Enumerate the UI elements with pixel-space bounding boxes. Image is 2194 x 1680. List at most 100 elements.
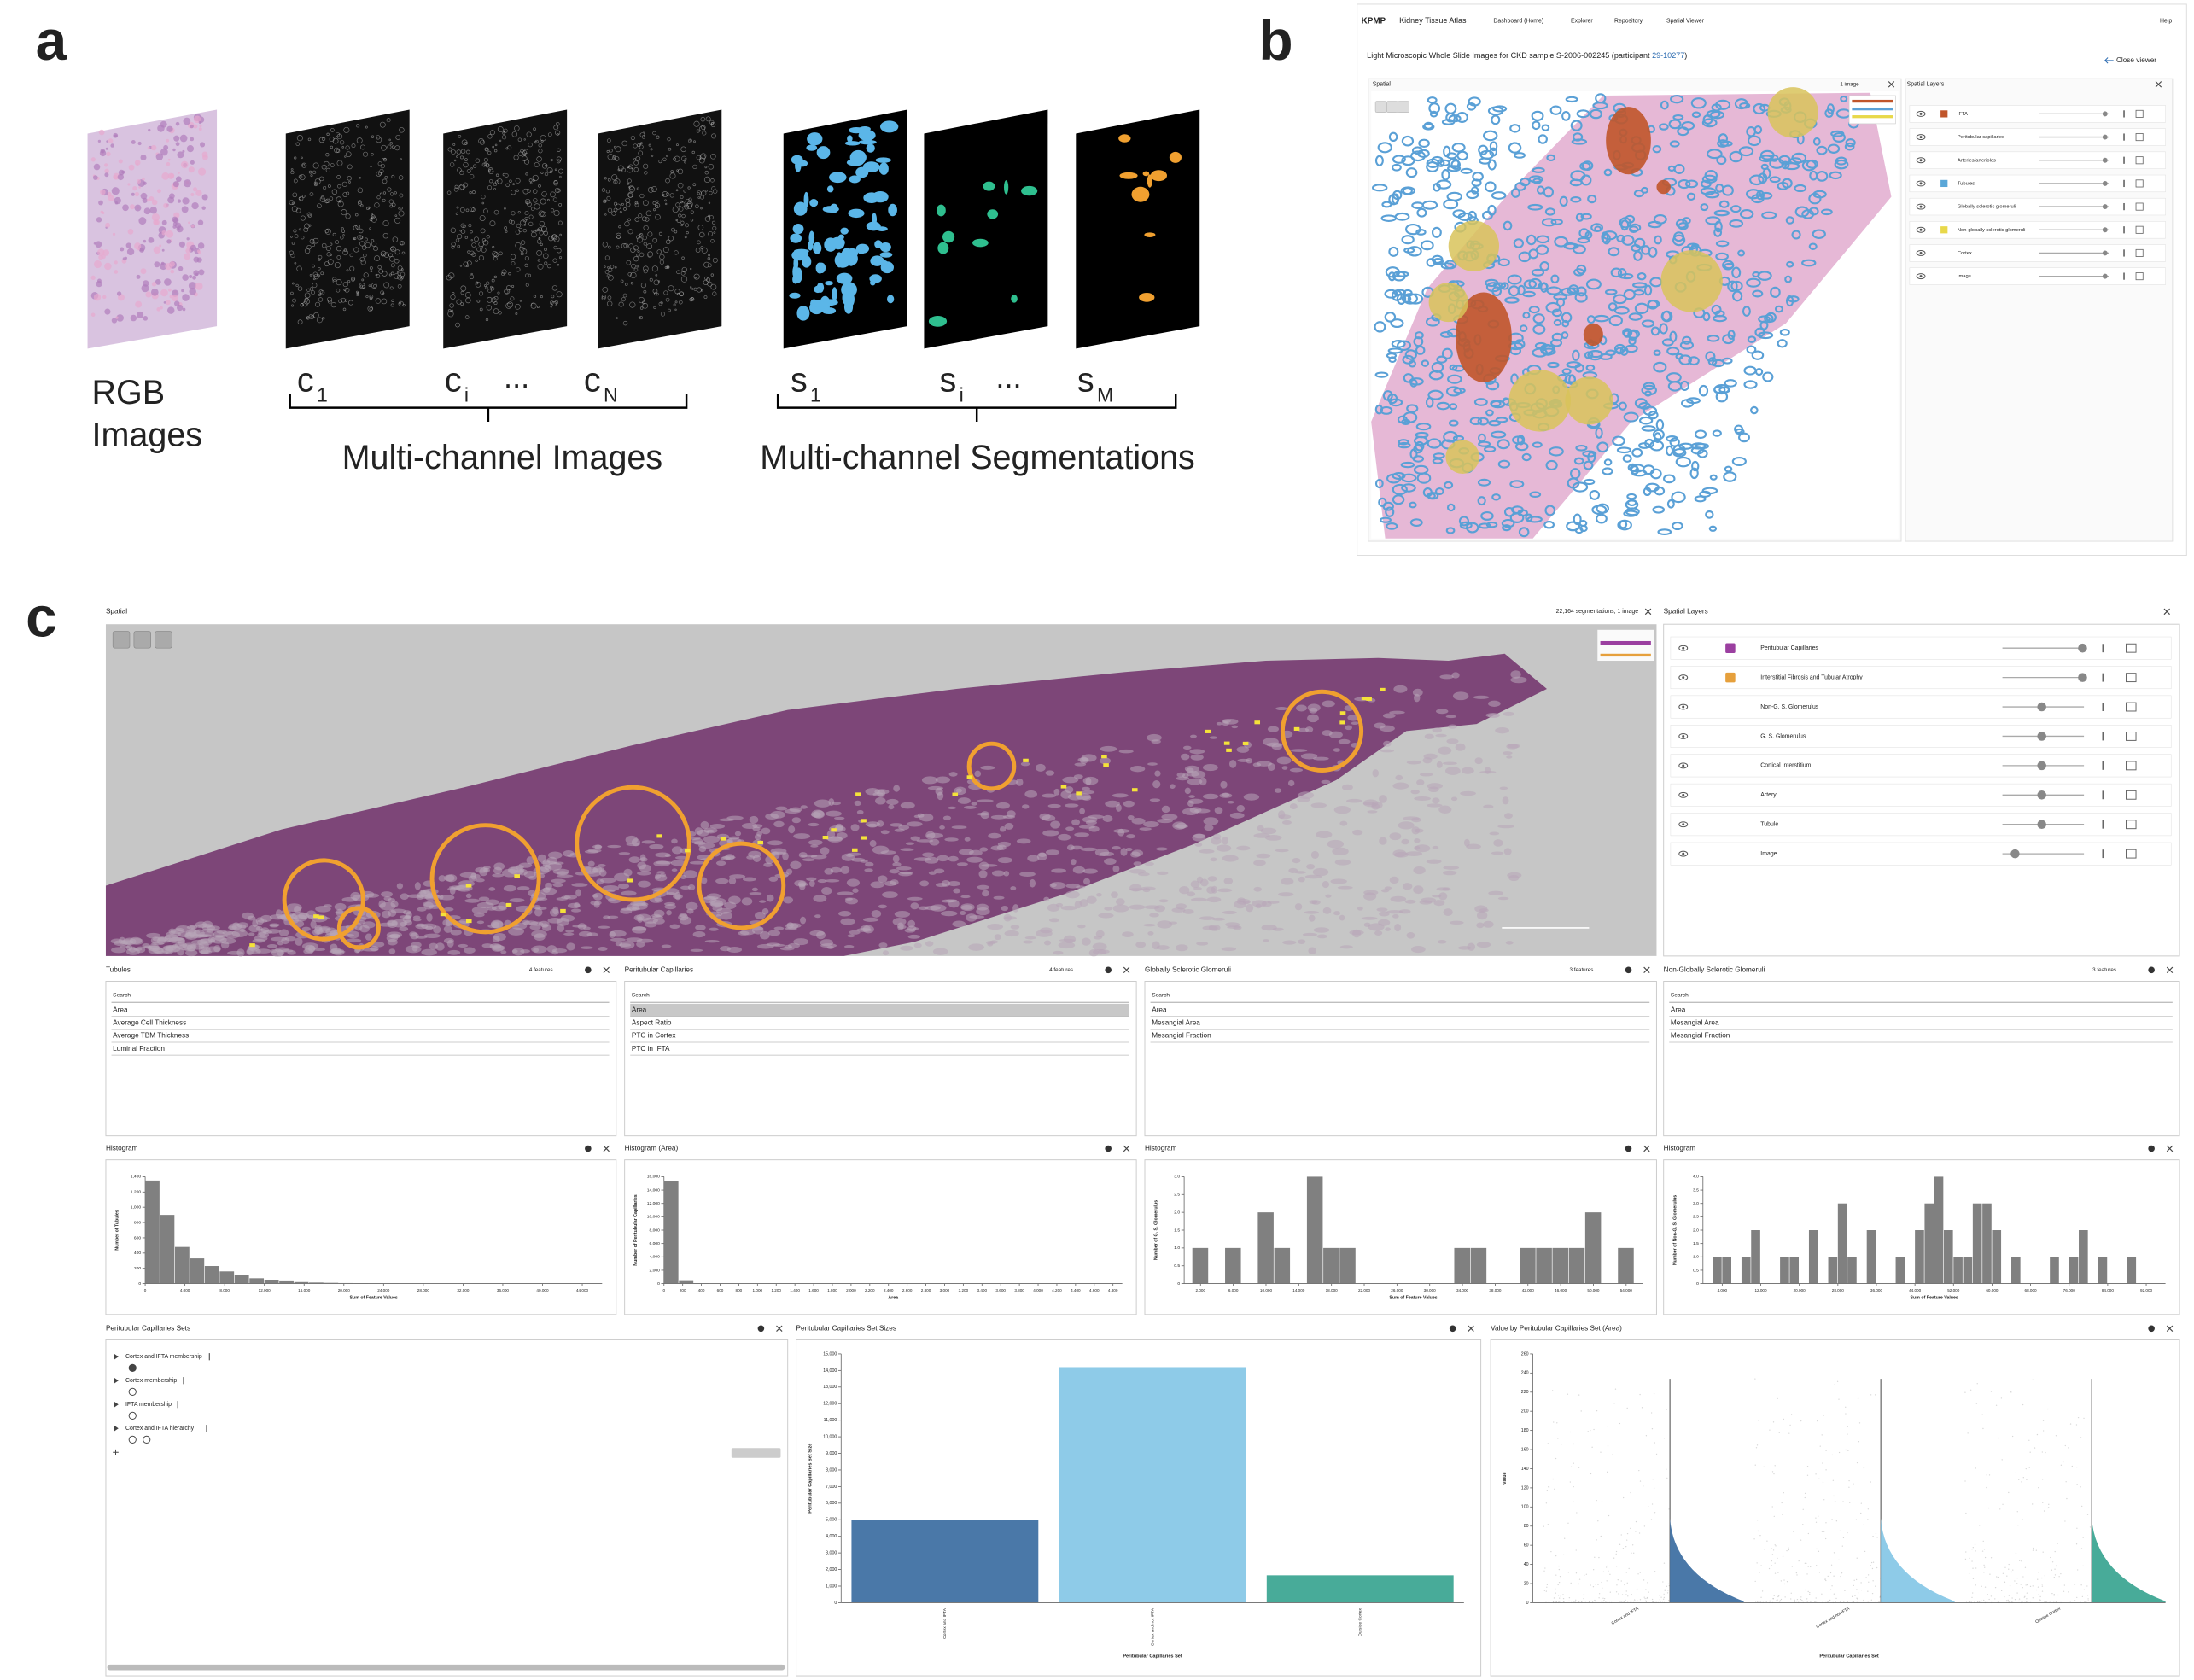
channel-texture (633, 267, 639, 272)
tubule-outline (1527, 203, 1543, 211)
tubule-outline (1742, 306, 1751, 317)
jitter-point (1990, 1557, 1993, 1559)
rgb-speck (166, 138, 170, 143)
eye-pupil (1919, 136, 1923, 139)
channel-texture (371, 283, 377, 289)
tubule-outline (1682, 335, 1692, 345)
channel-texture (653, 208, 656, 212)
jitter-point (1824, 1578, 1826, 1580)
tubule-outline (1820, 208, 1833, 216)
rgb-speck (172, 225, 177, 229)
tubule-outline (1532, 441, 1543, 448)
tubule-lumen (716, 907, 732, 914)
tubule-outline (1731, 266, 1742, 279)
channel-texture (344, 287, 350, 293)
jitter-point (1545, 1502, 1548, 1504)
tubule-lumen (531, 930, 547, 938)
segment-shape (1139, 293, 1155, 302)
channel-texture (499, 139, 502, 143)
tubule-outline (1441, 169, 1450, 181)
segment-shape (789, 292, 801, 299)
tubule-lumen (479, 867, 488, 877)
channel-texture (394, 214, 398, 217)
tubule-outline (1749, 174, 1765, 186)
tubule-outline (1777, 339, 1788, 348)
jitter-point (2000, 1590, 2003, 1592)
channel-texture (651, 265, 658, 272)
tubule-lumen (905, 842, 914, 845)
channel-texture (504, 207, 506, 210)
jitter-point (1853, 1584, 1854, 1587)
jitter-point (1796, 1574, 1798, 1576)
jitter-point (1630, 1527, 1631, 1530)
jitter-point (1573, 1485, 1574, 1488)
tubule-lumen (1216, 844, 1232, 852)
channel-texture (697, 225, 704, 230)
close-icon (1123, 966, 1130, 974)
feature-item: Aspect Ratio (632, 1019, 672, 1027)
tubule-lumen (1157, 920, 1173, 929)
y-tick-label: 140 (1521, 1467, 1529, 1472)
channel-texture (359, 284, 363, 288)
tubule-outline (1589, 108, 1603, 120)
channel-texture (627, 271, 633, 277)
tubule-lumen (980, 765, 995, 770)
layer-name: Non-G. S. Glomerulus (1760, 704, 1818, 710)
histogram-bar (1225, 1247, 1241, 1284)
tubule-outline (1426, 258, 1437, 267)
slider-knob (2102, 250, 2108, 256)
tubule-lumen (1051, 868, 1066, 873)
tubule-outline (1401, 295, 1412, 303)
channel-texture (452, 143, 456, 146)
channel-texture (309, 287, 314, 291)
tubule-lumen (1333, 911, 1341, 916)
tubule-lumen (1122, 931, 1134, 938)
tubule-outline (1615, 347, 1625, 355)
x-tick-label: 4,000 (1718, 1288, 1728, 1292)
tubule-outline (1435, 487, 1444, 496)
tubule-outline (1648, 246, 1658, 258)
tool-button (1374, 101, 1387, 113)
channel-texture (306, 212, 312, 217)
channel-texture (698, 157, 705, 164)
tubule-lumen (1488, 890, 1504, 896)
jitter-point (1841, 1572, 1843, 1574)
channel-texture (696, 155, 702, 160)
channel-texture (618, 225, 621, 229)
tubule-outline (1679, 380, 1689, 391)
tubule-lumen (412, 915, 421, 920)
channel-texture (703, 261, 710, 268)
tubule-outline (1382, 390, 1393, 401)
channel-texture (313, 181, 318, 185)
jitter-point (2087, 1600, 2089, 1601)
tubule-lumen (1332, 847, 1349, 856)
channel-texture (364, 237, 368, 242)
channel-texture (311, 242, 316, 248)
jitter-point (1639, 1480, 1642, 1482)
tubule-lumen (301, 926, 311, 931)
jitter-point (1867, 1590, 1869, 1592)
tubule-lumen (1079, 899, 1088, 907)
tubule-lumen (439, 895, 455, 901)
jitter-point (1633, 1552, 1635, 1554)
jitter-point (2060, 1464, 2063, 1466)
tubule-lumen (1059, 938, 1076, 942)
tubule-lumen (1264, 834, 1282, 841)
tubule-outline (1477, 478, 1491, 487)
jitter-point (1771, 1506, 1773, 1508)
channel-texture (528, 214, 534, 219)
rgb-speck (176, 225, 184, 233)
jitter-point (1800, 1598, 1802, 1601)
y-tick-label: 1.0 (1693, 1255, 1699, 1260)
rgb-speck (108, 195, 114, 201)
tubule-lumen (1443, 908, 1453, 916)
tubule-lumen (1404, 899, 1416, 904)
jitter-point (2036, 1433, 2039, 1436)
channel-texture (491, 278, 495, 283)
tubule-lumen (1330, 878, 1347, 884)
channel-texture (662, 191, 668, 198)
tubule-lumen (1432, 797, 1440, 804)
jitter-point (1771, 1554, 1774, 1555)
tubule-outline (1576, 109, 1590, 119)
channel-texture (490, 286, 495, 291)
